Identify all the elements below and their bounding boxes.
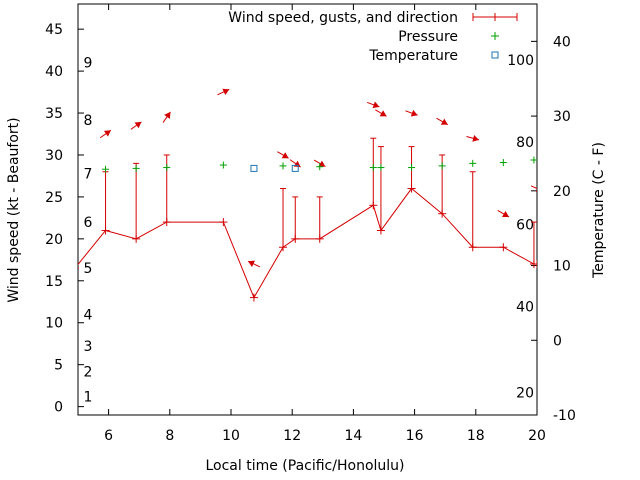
wind-direction-arrowhead — [502, 210, 509, 217]
legend-label: Temperature — [368, 48, 458, 64]
wind-direction-arrowhead — [293, 160, 301, 168]
wind-direction-arrowhead — [472, 134, 480, 142]
legend-label: Pressure — [398, 29, 458, 45]
y-right-tick-label: 10 — [553, 259, 571, 275]
x-tick-label: 8 — [165, 428, 174, 444]
temperature-point — [250, 164, 258, 172]
wind-direction-arrowhead — [281, 152, 289, 159]
y-left-tick-label: 30 — [45, 148, 63, 164]
wind-direction-arrowhead — [379, 110, 387, 117]
series-layer — [78, 88, 538, 302]
y-axis-label-left: Wind speed (kt - Beaufort) — [6, 117, 22, 302]
x-tick-label: 10 — [222, 428, 240, 444]
y-left-tick-label: 0 — [54, 400, 63, 416]
beaufort-label: 2 — [84, 364, 93, 380]
x-tick-label: 18 — [467, 428, 485, 444]
fahrenheit-label: 20 — [516, 386, 534, 402]
wind-direction-arrowhead — [372, 101, 380, 109]
legend-label: Wind speed, gusts, and direction — [228, 10, 458, 26]
y-right-tick-label: 0 — [553, 333, 562, 349]
x-axis-label: Local time (Pacific/Honolulu) — [205, 458, 404, 474]
beaufort-label: 3 — [84, 339, 93, 355]
wind-direction-arrowhead — [440, 118, 448, 125]
y-right-tick-label: 40 — [553, 34, 571, 50]
wind-direction-arrowhead — [164, 111, 171, 119]
beaufort-label: 5 — [84, 261, 93, 277]
beaufort-label: 7 — [84, 166, 93, 182]
y-left-tick-label: 5 — [54, 358, 63, 374]
y-axis-label-right: Temperature (C - F) — [591, 142, 607, 279]
y-left-tick-label: 40 — [45, 64, 63, 80]
x-tick-label: 20 — [528, 428, 546, 444]
y-left-tick-label: 10 — [45, 316, 63, 332]
x-tick-label: 14 — [344, 428, 362, 444]
wind-direction-arrowhead — [103, 130, 111, 137]
legend: Wind speed, gusts, and direction Pressure… — [228, 10, 518, 64]
wind-direction-arrowhead — [134, 121, 142, 129]
y-left-tick-label: 20 — [45, 232, 63, 248]
plot-area — [77, 3, 538, 416]
wind-direction-arrow — [530, 185, 537, 190]
beaufort-label: 1 — [84, 390, 93, 406]
legend-swatch-square — [491, 51, 499, 59]
beaufort-label: 6 — [84, 215, 93, 231]
y-left-tick-label: 15 — [45, 274, 63, 290]
x-tick-label: 6 — [104, 428, 113, 444]
y-left-tick-label: 25 — [45, 190, 63, 206]
x-tick-label: 16 — [406, 428, 424, 444]
wind-speed-line — [78, 187, 537, 299]
fahrenheit-label: 80 — [516, 135, 534, 151]
temperature-point — [291, 164, 299, 172]
wind-direction-arrowhead — [410, 109, 418, 117]
beaufort-label: 4 — [84, 307, 93, 323]
wind-direction-arrowhead — [248, 260, 255, 267]
fahrenheit-label: 100 — [507, 53, 534, 69]
y-right-tick-label: 20 — [553, 184, 571, 200]
y-left-tick-label: 35 — [45, 106, 63, 122]
y-right-tick-label: 30 — [553, 109, 571, 125]
fahrenheit-label: 40 — [516, 300, 534, 316]
wind-direction-arrowhead — [535, 189, 537, 192]
wind-direction-arrowhead — [222, 88, 230, 96]
y-right-tick-label: -10 — [553, 408, 576, 424]
fahrenheit-labels: 20 40 60 80 100 — [507, 53, 534, 402]
beaufort-label: 8 — [84, 113, 93, 129]
fahrenheit-label: 60 — [516, 217, 534, 233]
axis-ticks: 6 8 10 12 14 16 18 20051015202530354045-1001020… — [45, 4, 576, 444]
x-tick-label: 12 — [283, 428, 301, 444]
beaufort-label: 9 — [84, 56, 93, 72]
y-left-tick-label: 45 — [45, 22, 63, 38]
beaufort-labels: 1 2 3 4 5 6 7 8 9 — [84, 56, 93, 406]
wind-series — [78, 88, 537, 302]
